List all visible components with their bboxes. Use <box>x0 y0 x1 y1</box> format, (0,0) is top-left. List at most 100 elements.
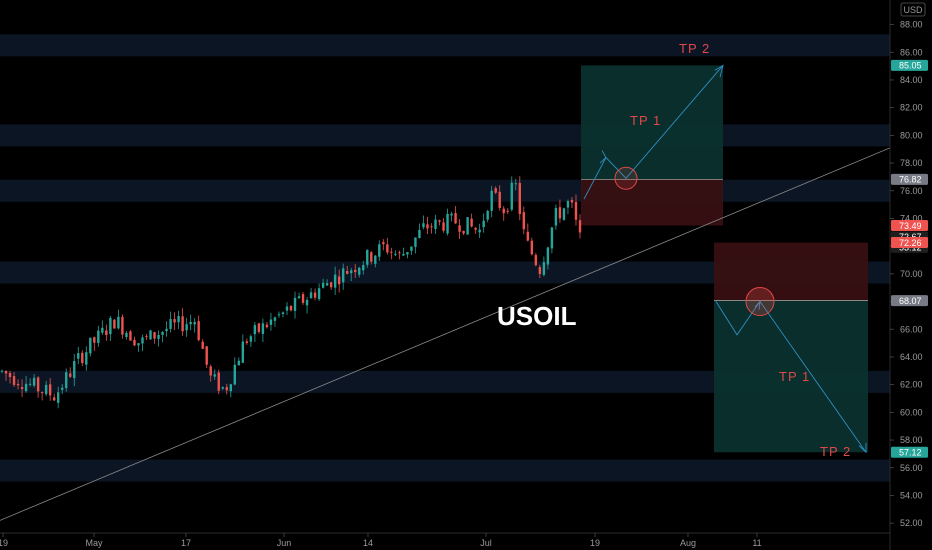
annotations: TP 2 TP 1 TP 1 TP 2 USOIL <box>497 41 850 459</box>
candle-body <box>133 339 136 346</box>
candle-body <box>558 207 562 219</box>
candle-body <box>350 270 353 274</box>
price-tick-label: 80.00 <box>900 130 923 140</box>
candle-body <box>426 224 429 229</box>
price-tag-label: 73.49 <box>899 221 922 231</box>
candle-body <box>434 219 437 229</box>
candle-body <box>321 282 325 288</box>
short-entry-marker[interactable] <box>745 287 775 317</box>
candle-body <box>205 346 208 365</box>
short-profit-zone[interactable] <box>714 300 868 453</box>
price-tick-label: 60.00 <box>900 407 923 417</box>
candle-body <box>209 366 212 376</box>
price-tag-label: 68.07 <box>899 296 922 306</box>
candle-body <box>269 319 273 325</box>
long-arrow-head-2 <box>714 64 724 78</box>
long-stop-zone[interactable] <box>581 179 723 226</box>
candle-body <box>293 297 297 311</box>
tp1-long-label: TP 1 <box>630 113 661 128</box>
candle-body <box>446 213 449 234</box>
candle-body <box>113 319 116 329</box>
candle-body <box>69 373 72 377</box>
time-tick-label: 19 <box>0 538 8 548</box>
candle-body <box>494 188 497 193</box>
time-tick-label: 17 <box>181 538 191 548</box>
candle-body <box>197 321 200 341</box>
candle-body <box>345 271 349 274</box>
candle-body <box>438 220 441 222</box>
candle-body <box>514 183 517 185</box>
candle-body <box>225 387 228 391</box>
candle-body <box>245 341 249 343</box>
candle-body <box>121 316 124 335</box>
candle-body <box>570 199 574 203</box>
time-axis-ticks: 19 May 17 Jun 14 Jul 19 Aug 11 <box>0 533 762 548</box>
candle-body <box>578 220 582 233</box>
trendline[interactable] <box>0 147 891 521</box>
price-tick-label: 54.00 <box>900 490 923 500</box>
short-projection-path[interactable] <box>715 300 867 453</box>
candle-body <box>185 324 188 331</box>
candle-body <box>265 324 269 328</box>
currency-badge[interactable] <box>900 2 926 17</box>
candle-body <box>534 255 538 266</box>
candle-body <box>93 337 96 343</box>
price-axis[interactable]: 52.00 54.00 56.00 58.00 60.00 62.00 64.00 66.00… <box>889 0 928 550</box>
price-tick-label: 58.00 <box>900 435 923 445</box>
price-tag-label: 57.12 <box>899 448 922 458</box>
time-tick-label: Aug <box>680 538 696 548</box>
time-axis[interactable]: 19 May 17 Jun 14 Jul 19 Aug 11 <box>0 532 890 548</box>
chart-title: USOIL <box>497 301 577 331</box>
candle-body <box>161 332 164 335</box>
time-tick-label: 14 <box>363 538 373 548</box>
candle-body <box>394 253 397 255</box>
candle-body <box>20 387 24 390</box>
candle-body <box>61 387 64 390</box>
price-tick-label: 86.00 <box>900 47 923 57</box>
candle-body <box>301 294 305 303</box>
candle-body <box>398 252 401 254</box>
currency-label: USD <box>903 5 923 15</box>
candle-body <box>101 327 104 333</box>
candle-body <box>510 182 513 210</box>
candle-body <box>406 252 409 255</box>
short-stop-zone[interactable] <box>714 242 868 301</box>
candle-body <box>478 229 481 233</box>
candle-body <box>249 336 253 342</box>
candle-body <box>117 316 120 329</box>
candle-body <box>229 384 232 392</box>
candle-body <box>77 353 80 359</box>
candle-body <box>486 210 489 220</box>
candle-body <box>129 331 132 341</box>
candle-body <box>273 317 277 321</box>
candle-body <box>309 292 313 299</box>
candle-body <box>333 274 337 288</box>
projection-arrows[interactable] <box>583 64 867 454</box>
candle-body <box>418 229 421 238</box>
price-tick-label: 52.00 <box>900 518 923 528</box>
candle-body <box>153 332 156 339</box>
price-tick-label: 88.00 <box>900 20 923 30</box>
candle-body <box>193 322 196 325</box>
price-tick-label: 76.00 <box>900 186 923 196</box>
candle-body <box>386 244 389 253</box>
candle-body <box>518 182 521 214</box>
candle-body <box>217 372 220 391</box>
long-entry-marker[interactable] <box>614 166 638 190</box>
candle-body <box>149 330 152 340</box>
long-projection-path[interactable] <box>583 65 724 200</box>
candle-body <box>157 335 160 339</box>
candle-body <box>165 328 168 332</box>
candle-body <box>213 374 216 377</box>
tp2-long-label: TP 2 <box>679 41 710 56</box>
candle-body <box>105 330 108 336</box>
candle-body <box>56 392 60 403</box>
price-tick-label: 66.00 <box>900 324 923 334</box>
candle-body <box>169 319 172 329</box>
candle-body <box>329 282 333 288</box>
candle-body <box>181 316 184 332</box>
candle-body <box>341 268 345 283</box>
candle-body <box>466 217 469 235</box>
